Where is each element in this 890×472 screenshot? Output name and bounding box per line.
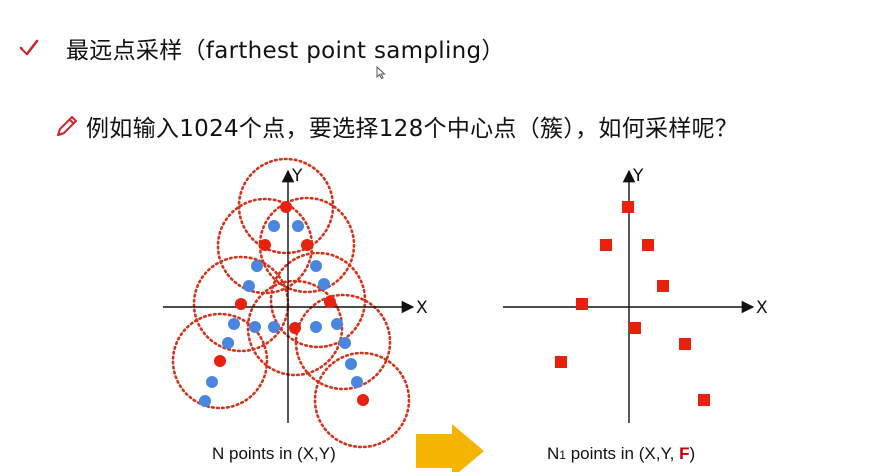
- sampled-point: [698, 394, 710, 406]
- sampled-point: [600, 239, 612, 251]
- sampled-center: [214, 355, 226, 367]
- input-point: [292, 220, 304, 232]
- pencil-icon: [57, 116, 77, 136]
- slide-title: 最远点采样（farthest point sampling）: [66, 38, 505, 64]
- sampling-radius-circle: [246, 279, 344, 377]
- input-point: [310, 321, 322, 333]
- sampled-center: [259, 239, 271, 251]
- sampling-radius-circle: [294, 293, 392, 391]
- sampled-point: [555, 356, 567, 368]
- x-axis-label: X: [756, 298, 768, 318]
- input-point: [345, 358, 357, 370]
- y-axis-label: Y: [632, 166, 644, 186]
- caption-subscript: 1: [559, 448, 566, 462]
- input-point: [268, 220, 280, 232]
- right-caption: N1 points in (X,Y, F): [547, 444, 695, 463]
- input-point: [251, 260, 263, 272]
- caption-close: ): [689, 444, 695, 463]
- sampled-center: [324, 296, 336, 308]
- sampled-point: [642, 239, 654, 251]
- input-point: [222, 337, 234, 349]
- sampled-point: [622, 201, 634, 213]
- input-point: [268, 321, 280, 333]
- input-point: [243, 280, 255, 292]
- caption-n: N: [547, 444, 559, 463]
- sampled-point: [657, 280, 669, 292]
- sampled-center: [357, 394, 369, 406]
- sampled-center: [289, 322, 301, 334]
- x-axis-label: X: [416, 298, 428, 318]
- input-point: [199, 395, 211, 407]
- input-point: [249, 321, 261, 333]
- y-axis-label: Y: [291, 166, 303, 186]
- input-point: [351, 376, 363, 388]
- input-point: [331, 318, 343, 330]
- slide-subtitle: 例如输入1024个点，要选择128个中心点（簇），如何采样呢？: [86, 116, 739, 142]
- subtitle-row: 例如输入1024个点，要选择128个中心点（簇），如何采样呢？: [54, 104, 738, 148]
- mouse-cursor-icon: [376, 66, 386, 80]
- right-panel: X Y N1 points in (X,Y, F): [503, 166, 768, 463]
- left-caption: N points in (X,Y): [212, 444, 336, 463]
- input-point: [339, 337, 351, 349]
- sampled-center: [280, 201, 292, 213]
- sampled-point: [576, 298, 588, 310]
- sampling-radius-circle: [171, 312, 269, 410]
- title-row: 最远点采样（farthest point sampling）: [18, 28, 505, 68]
- sampling-radius-circle: [313, 351, 411, 449]
- input-point: [318, 278, 330, 290]
- left-panel: X Y: [163, 157, 428, 463]
- input-point: [228, 318, 240, 330]
- sampled-point: [629, 322, 641, 334]
- caption-feature: F: [679, 444, 689, 463]
- checkmark-icon: [19, 39, 39, 56]
- sampled-center: [301, 239, 313, 251]
- input-point: [206, 376, 218, 388]
- caption-mid: points in (X,Y,: [566, 444, 679, 463]
- sampled-point: [679, 338, 691, 350]
- sampled-center: [235, 298, 247, 310]
- input-point: [310, 260, 322, 272]
- arrow-right-icon: [416, 424, 484, 472]
